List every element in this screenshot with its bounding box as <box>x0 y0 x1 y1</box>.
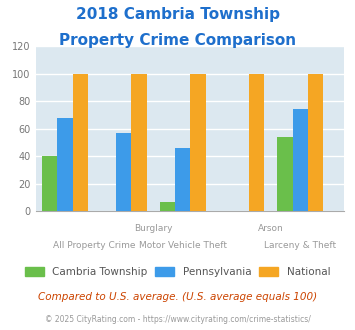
Text: Larceny & Theft: Larceny & Theft <box>264 241 336 250</box>
Bar <box>57 118 72 211</box>
Bar <box>116 133 131 211</box>
Bar <box>160 202 175 211</box>
Text: Arson: Arson <box>258 224 284 233</box>
Bar <box>293 110 308 211</box>
Bar <box>249 74 264 211</box>
Text: 2018 Cambria Township: 2018 Cambria Township <box>76 7 279 21</box>
Text: © 2025 CityRating.com - https://www.cityrating.com/crime-statistics/: © 2025 CityRating.com - https://www.city… <box>45 315 310 324</box>
Text: Compared to U.S. average. (U.S. average equals 100): Compared to U.S. average. (U.S. average … <box>38 292 317 302</box>
Text: Property Crime Comparison: Property Crime Comparison <box>59 33 296 48</box>
Bar <box>308 74 323 211</box>
Bar <box>42 156 57 211</box>
Bar <box>175 148 190 211</box>
Bar <box>277 137 293 211</box>
Text: Burglary: Burglary <box>134 224 173 233</box>
Bar <box>72 74 88 211</box>
Legend: Cambria Township, Pennsylvania, National: Cambria Township, Pennsylvania, National <box>21 263 334 281</box>
Bar <box>190 74 206 211</box>
Text: Motor Vehicle Theft: Motor Vehicle Theft <box>138 241 226 250</box>
Bar <box>131 74 147 211</box>
Text: All Property Crime: All Property Crime <box>53 241 136 250</box>
